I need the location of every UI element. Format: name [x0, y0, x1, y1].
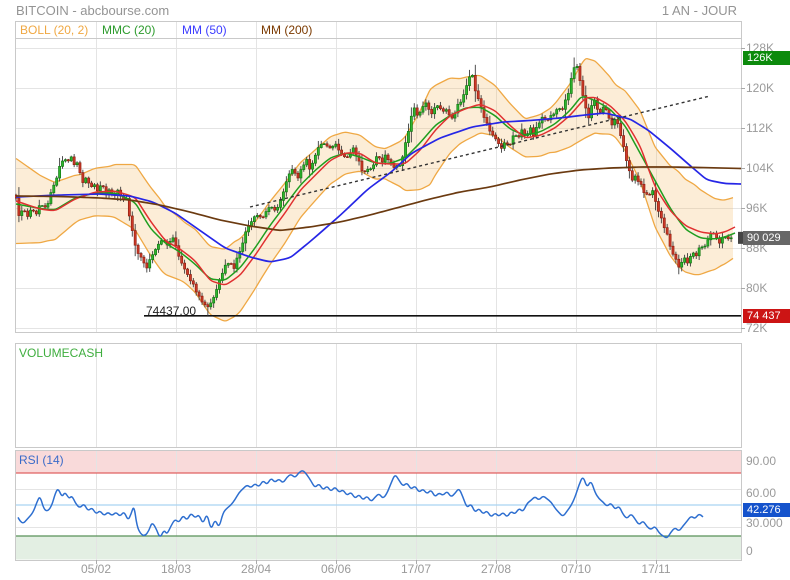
date-tick-label: 07/10	[560, 562, 592, 576]
date-tick-label: 28/04	[240, 562, 272, 576]
price-axis-label: 96K	[746, 201, 768, 215]
period-high-badge: 126K	[743, 51, 790, 65]
legend-item-mm[interactable]: MM (50)	[182, 23, 227, 37]
period-low-badge: 74 437	[743, 309, 790, 323]
date-tick-label: 27/08	[480, 562, 512, 576]
date-tick-label: 18/03	[160, 562, 192, 576]
rsi-axis-label: 90.00	[746, 454, 777, 468]
rsi-axis-label: 0	[746, 544, 753, 558]
date-tick-label: 17/07	[400, 562, 432, 576]
date-tick-label: 17/11	[641, 562, 671, 576]
support-level-label: 74437.00	[146, 304, 197, 318]
date-tick-label: 06/06	[320, 562, 352, 576]
price-axis-label: 72K	[746, 321, 768, 335]
rsi-axis-label: 30.000	[746, 516, 783, 530]
period-label: 1 AN - JOUR	[661, 3, 737, 18]
rsi-indicator-label[interactable]: RSI (14)	[19, 453, 64, 467]
rsi-value-badge: 42.276	[743, 503, 790, 517]
rsi-axis-label: 60.00	[746, 486, 777, 500]
price-axis-label: 104K	[746, 161, 775, 175]
legend-item-boll[interactable]: BOLL (20, 2)	[20, 23, 89, 37]
volume-indicator-label[interactable]: VOLUMECASH	[19, 346, 104, 360]
price-axis-label: 112K	[746, 121, 774, 135]
page-title: BITCOIN - abcbourse.com	[16, 3, 170, 18]
date-tick-label: 05/02	[80, 562, 112, 576]
last-price-badge: 90 029	[743, 231, 790, 245]
price-axis-label: 80K	[746, 281, 768, 295]
price-axis-label: 120K	[746, 81, 775, 95]
legend-item-mm[interactable]: MM (200)	[261, 23, 313, 37]
legend-item-mmc[interactable]: MMC (20)	[102, 23, 156, 37]
